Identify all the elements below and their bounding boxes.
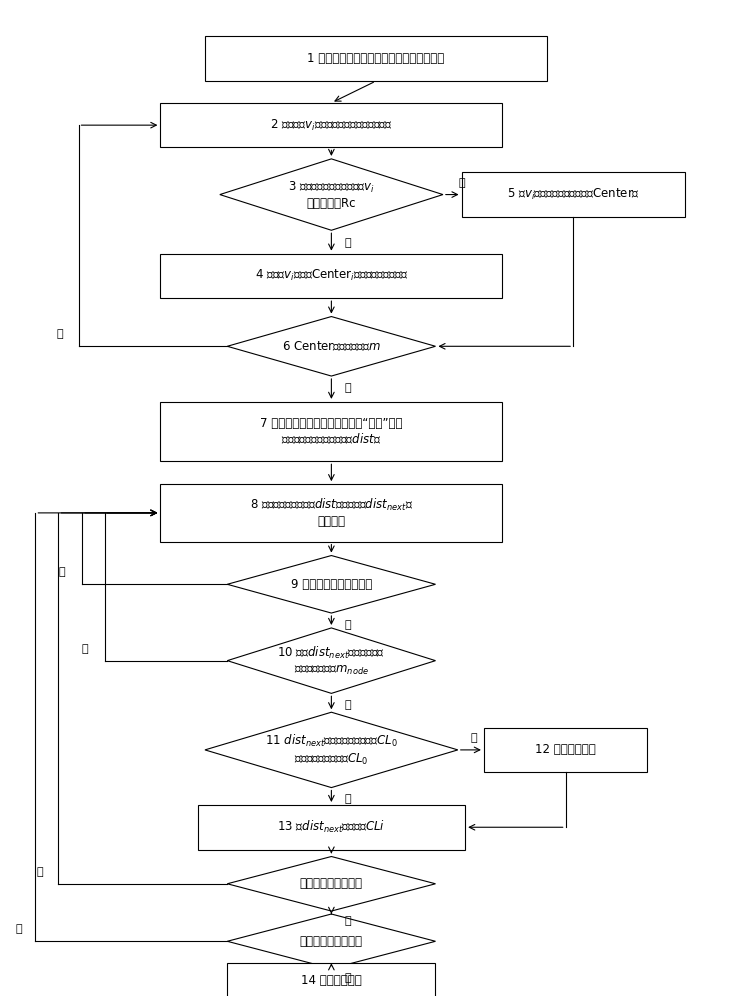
Text: 12 选择边境节点: 12 选择边境节点 <box>535 743 596 756</box>
FancyBboxPatch shape <box>160 254 502 298</box>
FancyBboxPatch shape <box>462 172 684 217</box>
Text: 3 是否存在某个中心和节点$v_i$
的距离小于Rc: 3 是否存在某个中心和节点$v_i$ 的距离小于Rc <box>288 180 375 210</box>
Text: 是: 是 <box>344 238 351 248</box>
Polygon shape <box>220 159 443 230</box>
Text: 5 将$v_i$作为一个新的中心加入Center中: 5 将$v_i$作为一个新的中心加入Center中 <box>507 187 640 202</box>
Text: 14 返回聚类结果: 14 返回聚类结果 <box>301 974 362 987</box>
Text: 是: 是 <box>16 924 23 934</box>
Text: 7 根据中心生成聚类，计算每个“中心”到其
它节点的最短距离，保存在$dist$中: 7 根据中心生成聚类，计算每个“中心”到其 它节点的最短距离，保存在$dist$… <box>260 417 402 446</box>
Text: 否: 否 <box>344 620 351 630</box>
Polygon shape <box>227 857 435 911</box>
Text: 6 Center大小是否达到$m$: 6 Center大小是否达到$m$ <box>282 340 381 353</box>
Polygon shape <box>227 628 435 693</box>
Polygon shape <box>227 317 435 376</box>
FancyBboxPatch shape <box>160 402 502 461</box>
Polygon shape <box>205 712 458 788</box>
Text: 9 判断负载是否超过上限: 9 判断负载是否超过上限 <box>291 578 372 591</box>
Text: 是: 是 <box>344 383 351 393</box>
Text: 否: 否 <box>344 700 351 710</box>
FancyBboxPatch shape <box>227 963 435 999</box>
Text: 2 取出节点$v_i$与中心点集合中的中心点比较: 2 取出节点$v_i$与中心点集合中的中心点比较 <box>270 118 393 133</box>
Text: 13 将$dist_{next}$直接加入$CLi$: 13 将$dist_{next}$直接加入$CLi$ <box>277 819 386 835</box>
Text: 1 计算每个节点负载并按负载降序排列节点: 1 计算每个节点负载并按负载降序排列节点 <box>308 52 444 65</box>
Text: 是: 是 <box>471 733 478 743</box>
Text: 否: 否 <box>56 329 63 339</box>
Text: 8 对于每个聚类，取出$dist$中下一个点$dist_{next}$并
计算负载: 8 对于每个聚类，取出$dist$中下一个点$dist_{next}$并 计算负… <box>250 497 413 528</box>
Text: 是否有节点没有处理: 是否有节点没有处理 <box>300 935 363 948</box>
FancyBboxPatch shape <box>198 805 465 850</box>
Text: 10 包含$dist_{next}$中下一个点的
聚类数是否超过$m_{node}$: 10 包含$dist_{next}$中下一个点的 聚类数是否超过$m_{node… <box>277 645 385 677</box>
Text: 否: 否 <box>344 916 351 926</box>
Polygon shape <box>227 914 435 969</box>
Text: 否: 否 <box>344 794 351 804</box>
FancyBboxPatch shape <box>484 728 647 772</box>
Text: 否: 否 <box>458 178 465 188</box>
Text: 是: 是 <box>59 567 65 577</box>
Text: 是否有聚类没有处理: 是否有聚类没有处理 <box>300 877 363 890</box>
Text: 是: 是 <box>81 644 88 654</box>
Text: 否: 否 <box>344 973 351 983</box>
FancyBboxPatch shape <box>160 103 502 147</box>
FancyBboxPatch shape <box>160 484 502 542</box>
Text: 是: 是 <box>37 867 43 877</box>
Text: 11 $dist_{next}$是否已加入其他聚类$CL_0$
且其前项节点也属于$CL_0$: 11 $dist_{next}$是否已加入其他聚类$CL_0$ 且其前项节点也属… <box>265 733 398 767</box>
Text: 4 将节点$v_i$和中心Center$_i$合并为一个新的中心: 4 将节点$v_i$和中心Center$_i$合并为一个新的中心 <box>255 268 408 283</box>
FancyBboxPatch shape <box>205 36 547 81</box>
Polygon shape <box>227 556 435 613</box>
